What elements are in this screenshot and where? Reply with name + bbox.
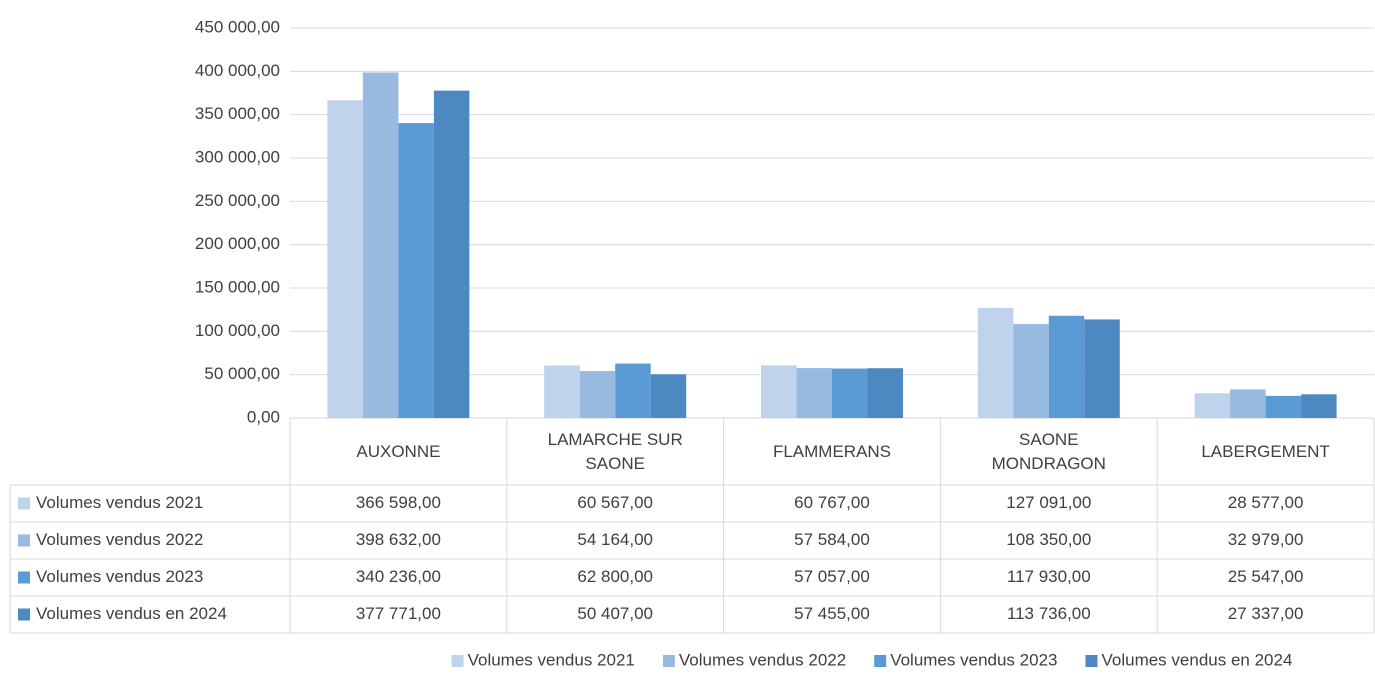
bar xyxy=(1194,393,1231,418)
table-cell: 113 736,00 xyxy=(1007,604,1091,623)
table-cell: 50 407,00 xyxy=(577,604,653,623)
y-tick-label: 250 000,00 xyxy=(195,191,280,210)
y-tick-label: 50 000,00 xyxy=(204,364,280,383)
bar xyxy=(832,368,868,418)
legend-key xyxy=(18,497,30,510)
bar xyxy=(1084,319,1120,418)
x-tick-label: SAONE MONDRAGON xyxy=(991,430,1106,473)
table-cell: 108 350,00 xyxy=(1006,530,1091,549)
y-tick-label: 300 000,00 xyxy=(195,147,280,166)
bar xyxy=(1265,395,1302,418)
y-tick-label: 350 000,00 xyxy=(195,104,280,123)
legend-key xyxy=(874,655,887,667)
y-tick-label: 0,00 xyxy=(247,407,280,426)
bar xyxy=(977,307,1014,418)
legend-key xyxy=(451,655,464,667)
table-cell: 377 771,00 xyxy=(356,604,441,623)
table-cell: 57 455,00 xyxy=(794,604,870,623)
table-cell: 60 767,00 xyxy=(794,493,870,512)
legend-key xyxy=(1085,655,1098,667)
bar xyxy=(544,365,580,418)
bar xyxy=(615,363,651,418)
y-tick-label: 200 000,00 xyxy=(195,234,280,253)
x-tick-label: FLAMMERANS xyxy=(772,442,892,461)
bar xyxy=(650,374,687,418)
y-tick-label: 450 000,00 xyxy=(195,17,280,36)
table-cell: 117 930,00 xyxy=(1007,567,1091,586)
table-cell: 54 164,00 xyxy=(577,530,653,549)
bar xyxy=(1230,389,1266,418)
table-cell: 127 091,00 xyxy=(1006,493,1091,512)
y-tick-label: 400 000,00 xyxy=(195,61,280,80)
legend-key xyxy=(662,655,675,667)
table-cell: 366 598,00 xyxy=(356,493,441,512)
bar xyxy=(1013,324,1049,418)
row-header: Volumes vendus 2022 xyxy=(36,530,203,549)
legend-label: Volumes vendus 2023 xyxy=(890,650,1057,669)
table-cell: 32 979,00 xyxy=(1228,530,1304,549)
y-tick-label: 150 000,00 xyxy=(195,277,280,296)
y-tick-label: 100 000,00 xyxy=(195,321,280,340)
table-cell: 398 632,00 xyxy=(356,530,441,549)
bar xyxy=(398,123,434,419)
bar xyxy=(362,72,399,419)
legend-label: Volumes vendus en 2024 xyxy=(1101,650,1292,669)
legend-label: Volumes vendus 2022 xyxy=(679,650,846,669)
table-cell: 57 057,00 xyxy=(794,567,870,586)
bar xyxy=(761,365,797,418)
row-header: Volumes vendus 2021 xyxy=(36,493,203,512)
legend-key xyxy=(18,608,30,621)
bar xyxy=(327,100,363,418)
legend-key xyxy=(18,571,30,584)
x-tick-label: AUXONNE xyxy=(356,442,441,461)
table-cell: 28 577,00 xyxy=(1228,493,1304,512)
x-tick-label: LAMARCHE SUR SAONE xyxy=(547,430,683,473)
legend-label: Volumes vendus 2021 xyxy=(468,650,635,669)
row-header: Volumes vendus en 2024 xyxy=(36,604,227,623)
x-tick-label: LABERGEMENT xyxy=(1201,442,1330,461)
bar xyxy=(1048,315,1085,418)
table-cell: 62 800,00 xyxy=(577,567,653,586)
row-header: Volumes vendus 2023 xyxy=(36,567,203,586)
table-cell: 27 337,00 xyxy=(1228,604,1304,623)
bar xyxy=(579,371,616,418)
bar xyxy=(796,368,832,418)
table-cell: 340 236,00 xyxy=(356,567,441,586)
table-cell: 25 547,00 xyxy=(1228,567,1304,586)
table-cell: 57 584,00 xyxy=(794,530,870,549)
bar xyxy=(433,90,470,419)
legend-key xyxy=(18,534,30,547)
bar xyxy=(1301,394,1337,418)
bar xyxy=(867,368,903,418)
table-cell: 60 567,00 xyxy=(577,493,653,512)
